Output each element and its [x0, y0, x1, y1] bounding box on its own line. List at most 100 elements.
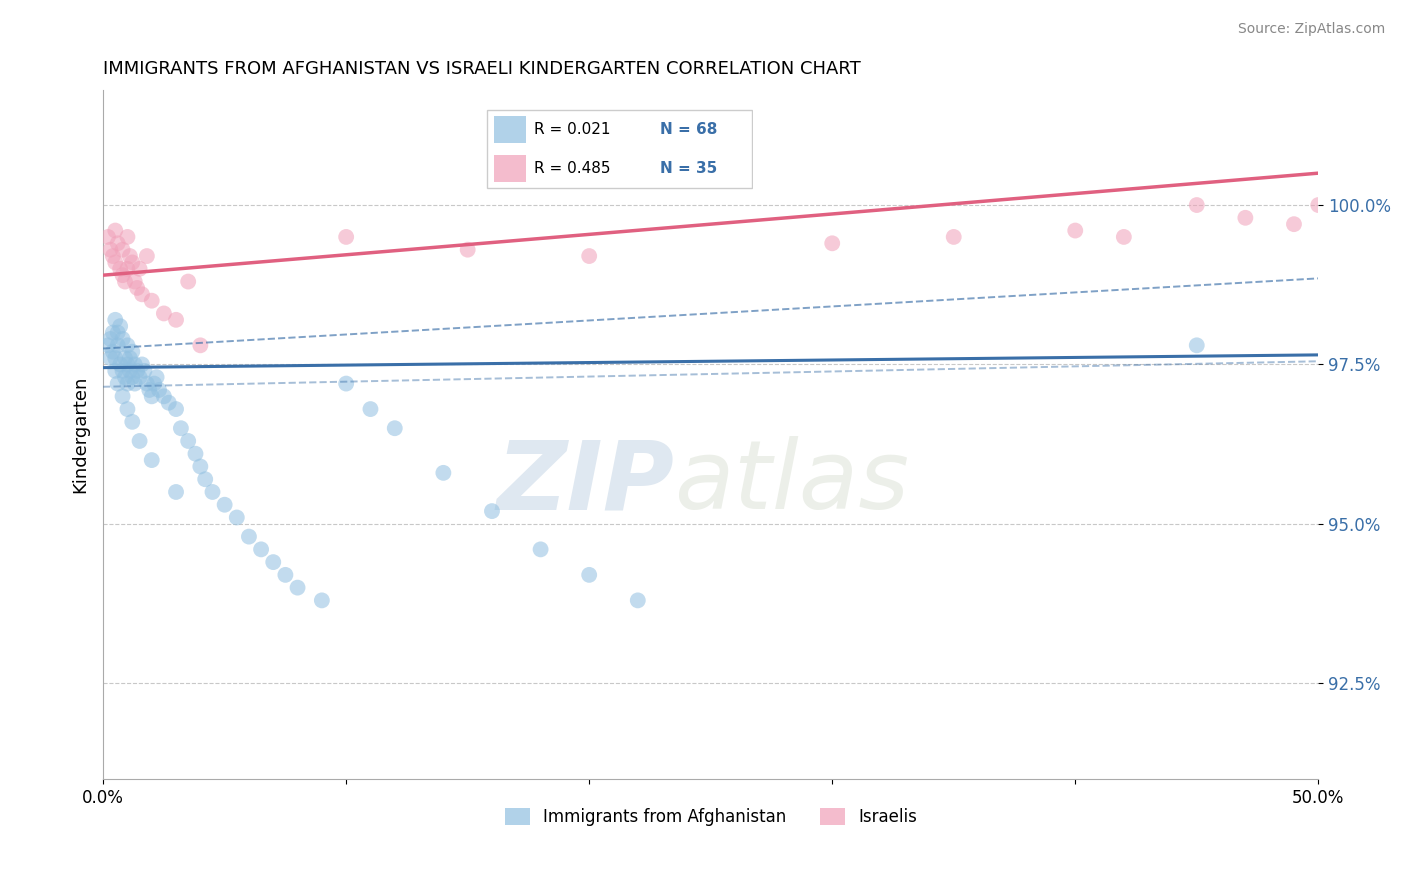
Point [165, 313, 187, 327]
Point [157, 395, 180, 409]
Point [114, 275, 136, 289]
Point [124, 358, 146, 372]
Point [131, 358, 153, 372]
Point [134, 364, 156, 378]
Point [1234, 211, 1257, 225]
Point [124, 275, 146, 289]
Point [250, 542, 273, 557]
Point [1185, 198, 1208, 212]
Point [128, 261, 150, 276]
Point [117, 230, 139, 244]
Point [104, 223, 127, 237]
Point [117, 376, 139, 391]
Point [127, 281, 149, 295]
Point [145, 370, 167, 384]
Point [1282, 217, 1305, 231]
Point [121, 344, 143, 359]
Point [100, 332, 122, 346]
Point [117, 261, 139, 276]
Point [821, 236, 844, 251]
Point [121, 255, 143, 269]
Point [214, 498, 236, 512]
Point [107, 236, 129, 251]
Text: Source: ZipAtlas.com: Source: ZipAtlas.com [1237, 22, 1385, 37]
Point [118, 249, 141, 263]
Point [238, 530, 260, 544]
Point [117, 402, 139, 417]
Point [114, 351, 136, 365]
Point [359, 402, 381, 417]
Point [111, 332, 134, 346]
Point [335, 376, 357, 391]
Point [111, 364, 134, 378]
Point [111, 268, 134, 283]
Point [108, 358, 131, 372]
Point [107, 338, 129, 352]
Point [165, 485, 187, 500]
Point [97, 230, 120, 244]
Point [311, 593, 333, 607]
Point [143, 376, 166, 391]
Point [117, 358, 139, 372]
Point [529, 542, 551, 557]
Point [101, 249, 124, 263]
Point [141, 389, 163, 403]
Point [101, 344, 124, 359]
Point [100, 243, 122, 257]
Point [177, 275, 200, 289]
Point [108, 319, 131, 334]
Point [384, 421, 406, 435]
Point [153, 306, 176, 320]
Point [194, 472, 217, 486]
Point [128, 370, 150, 384]
Point [127, 364, 149, 378]
Text: IMMIGRANTS FROM AFGHANISTAN VS ISRAELI KINDERGARTEN CORRELATION CHART: IMMIGRANTS FROM AFGHANISTAN VS ISRAELI K… [103, 60, 860, 78]
Point [104, 313, 127, 327]
Point [481, 504, 503, 518]
Point [225, 510, 247, 524]
Point [432, 466, 454, 480]
Point [165, 402, 187, 417]
Point [274, 567, 297, 582]
Text: atlas: atlas [675, 436, 910, 529]
Point [100, 351, 122, 365]
Point [1308, 198, 1330, 212]
Text: ZIP: ZIP [496, 436, 675, 529]
Point [121, 415, 143, 429]
Point [177, 434, 200, 448]
Point [262, 555, 284, 569]
Point [97, 338, 120, 352]
Point [184, 447, 207, 461]
Point [121, 370, 143, 384]
Point [107, 376, 129, 391]
Point [1185, 338, 1208, 352]
Point [104, 351, 127, 365]
Point [1112, 230, 1135, 244]
Point [141, 453, 163, 467]
Point [114, 370, 136, 384]
Point [108, 261, 131, 276]
Point [942, 230, 965, 244]
Point [188, 338, 211, 352]
Y-axis label: Kindergarten: Kindergarten [72, 376, 89, 493]
Point [118, 351, 141, 365]
Point [287, 581, 309, 595]
Point [104, 255, 127, 269]
Point [170, 421, 193, 435]
Point [101, 326, 124, 340]
Point [104, 364, 127, 378]
Point [578, 567, 600, 582]
Point [578, 249, 600, 263]
Point [117, 338, 139, 352]
Point [135, 249, 157, 263]
Point [128, 434, 150, 448]
Point [201, 485, 224, 500]
Point [138, 383, 160, 397]
Point [135, 376, 157, 391]
Point [141, 293, 163, 308]
Point [118, 364, 141, 378]
Point [111, 243, 134, 257]
Point [188, 459, 211, 474]
Point [153, 389, 176, 403]
Point [124, 376, 146, 391]
